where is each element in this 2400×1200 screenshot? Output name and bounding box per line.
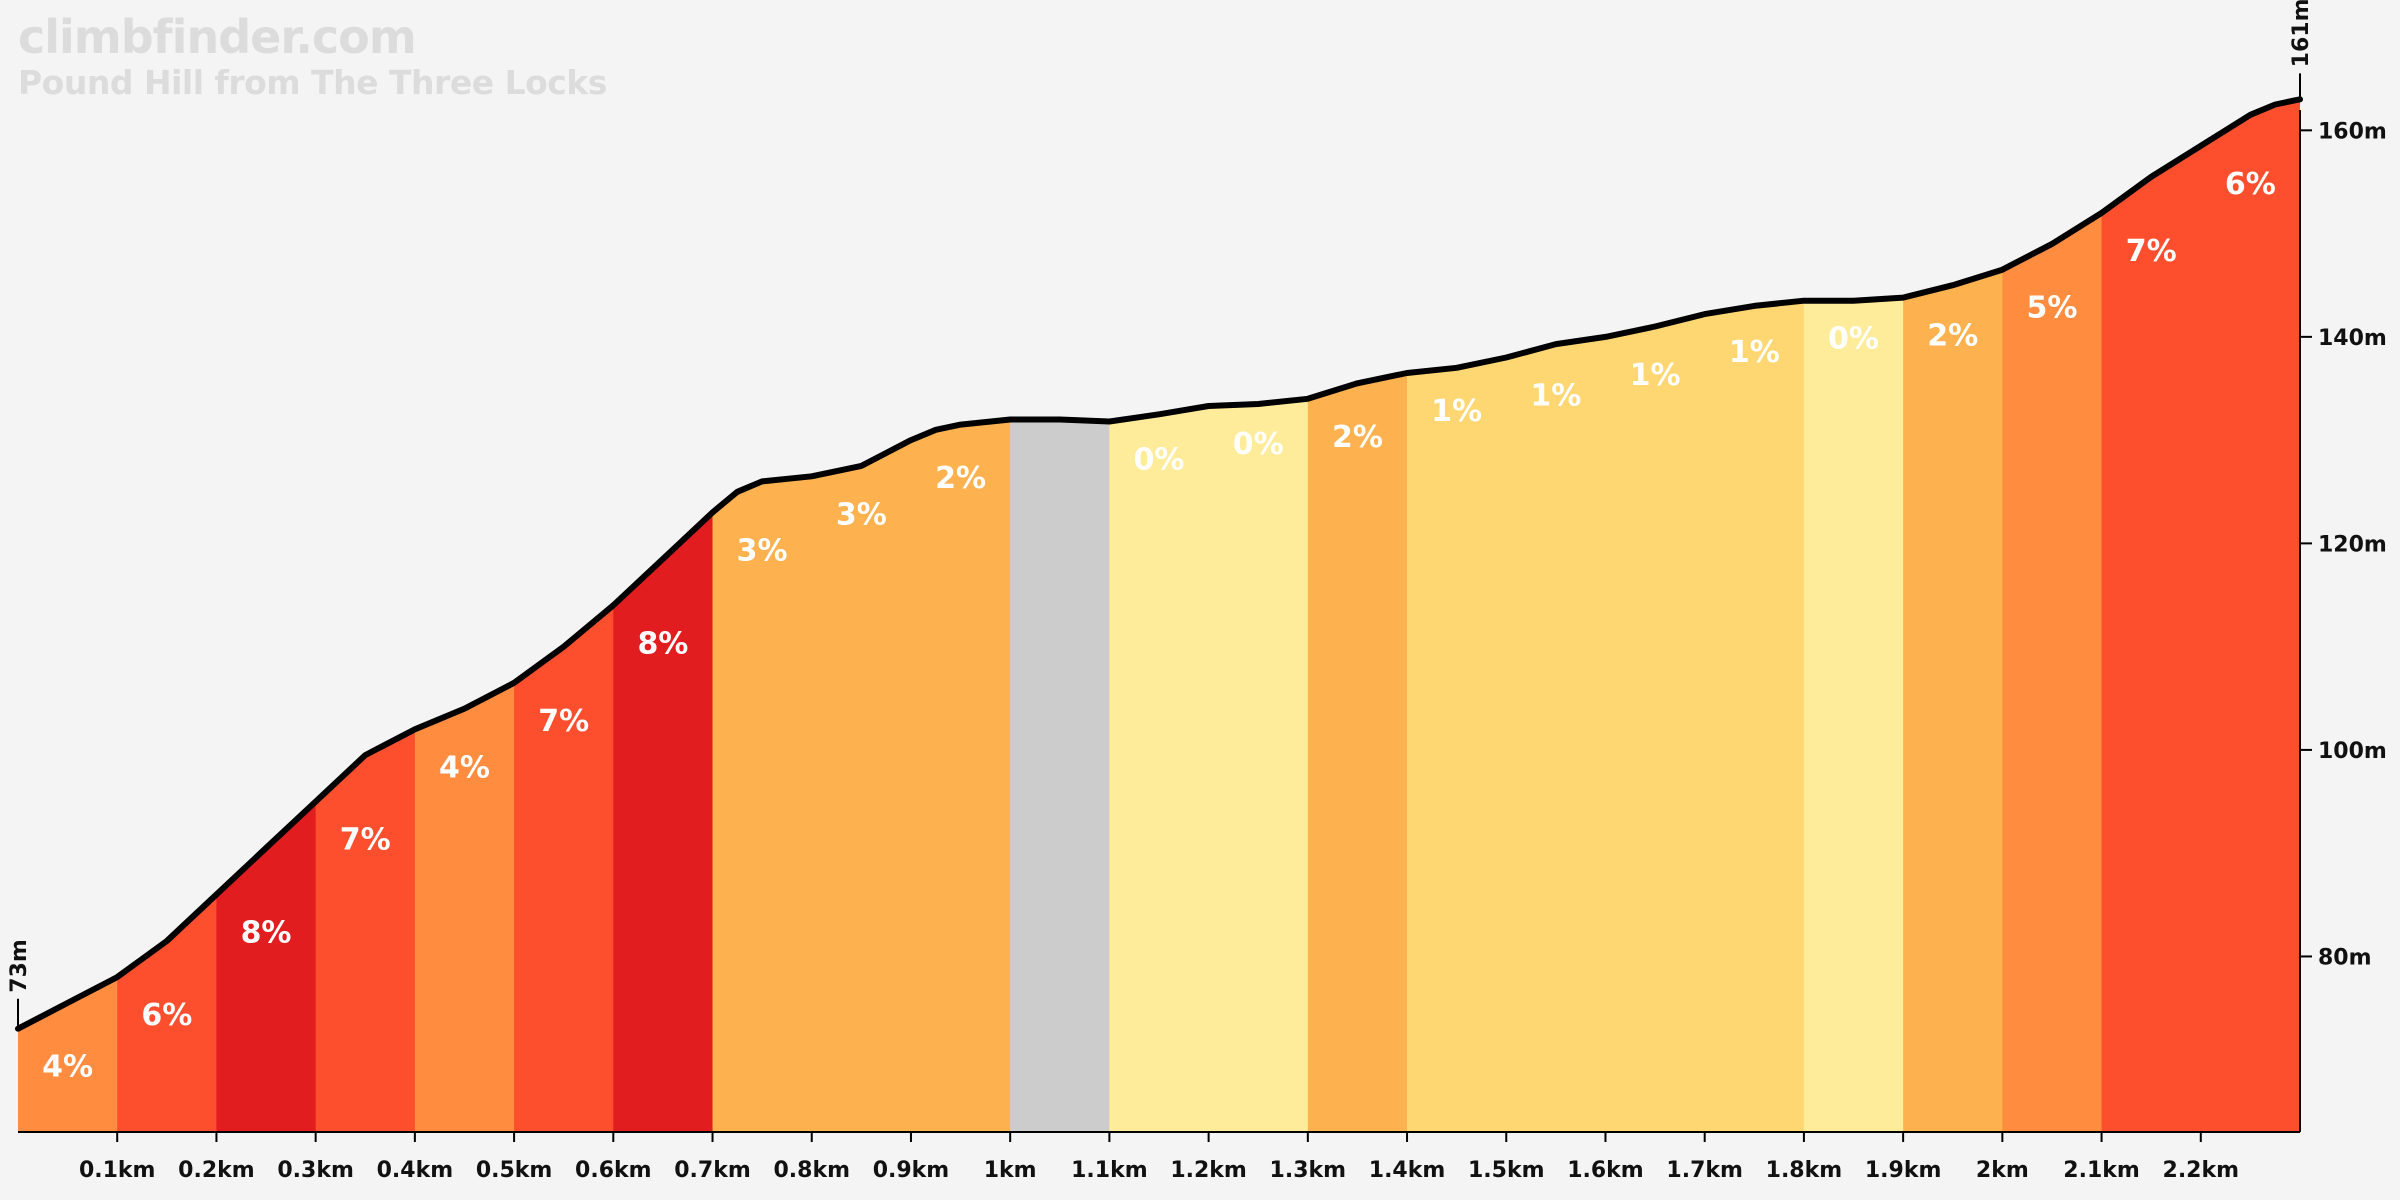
gradient-label-3: 8% [241, 915, 292, 950]
gradient-label-7: 8% [637, 626, 688, 661]
y-tick-label: 140m [2318, 326, 2387, 351]
x-tick-label: 1.9km [1865, 1158, 1942, 1183]
y-axis: 80m 100m 120m 140m 160m [2299, 110, 2387, 1132]
chart-title: Pound Hill from The Three Locks [18, 63, 607, 102]
x-tick-label: 0.5km [476, 1158, 553, 1183]
y-tick-label: 160m [2318, 119, 2387, 144]
x-axis: 0.1km 0.2km 0.3km 0.4km 0.5km 0.6km 0.7km 0.8km… [18, 1131, 2300, 1183]
gradient-segments [18, 99, 2300, 1132]
gradient-label-8: 3% [737, 533, 788, 568]
segment-band-19 [1803, 99, 1904, 1132]
segment-band-8 [712, 99, 813, 1132]
x-tick-label: 2km [1976, 1158, 2029, 1183]
x-tick-label: 0.9km [873, 1158, 950, 1183]
x-tick-label: 1.4km [1369, 1158, 1446, 1183]
segment-band-23 [2200, 99, 2300, 1132]
segment-band-21 [2002, 99, 2103, 1132]
x-tick-label: 0.2km [178, 1158, 255, 1183]
gradient-label-16: 1% [1530, 379, 1581, 414]
gradient-label-20: 2% [1927, 319, 1978, 354]
gradient-label-23: 6% [2225, 167, 2276, 202]
segment-band-3 [216, 99, 317, 1132]
x-tick-label: 0.7km [674, 1158, 751, 1183]
x-tick-label: 1.8km [1766, 1158, 1843, 1183]
gradient-label-22: 7% [2126, 234, 2177, 269]
segment-band-6 [514, 99, 614, 1132]
gradient-label-15: 1% [1431, 394, 1482, 429]
segment-band-9 [811, 99, 912, 1132]
x-tick-label: 1.5km [1468, 1158, 1545, 1183]
x-tick-label: 1km [984, 1158, 1037, 1183]
segment-band-7 [613, 99, 714, 1132]
segment-band-18 [1704, 99, 1805, 1132]
segment-band-22 [2101, 99, 2202, 1132]
segment-band-4 [315, 99, 416, 1132]
segment-band-2 [117, 99, 218, 1132]
x-tick-label: 1.1km [1071, 1158, 1148, 1183]
x-tick-label: 1.3km [1270, 1158, 1347, 1183]
x-tick-label: 1.2km [1170, 1158, 1247, 1183]
y-tick-label: 100m [2318, 739, 2387, 764]
gradient-label-9: 3% [836, 497, 887, 532]
y-tick-label: 80m [2318, 945, 2372, 970]
gradient-label-12: 0% [1134, 443, 1185, 478]
gradient-label-17: 1% [1630, 358, 1681, 393]
gradient-label-10: 2% [935, 461, 986, 496]
gradient-label-21: 5% [2026, 291, 2077, 326]
x-tick-label: 0.8km [773, 1158, 850, 1183]
gradient-label-14: 2% [1332, 420, 1383, 455]
segment-band-15 [1407, 99, 1507, 1132]
site-logo-text: climbfinder.com [18, 10, 417, 64]
segment-band-1 [18, 99, 118, 1132]
x-tick-label: 2.2km [2163, 1158, 2240, 1183]
segment-band-14 [1307, 99, 1408, 1132]
x-tick-label: 0.3km [277, 1158, 354, 1183]
segment-band-11 [1010, 99, 1110, 1132]
x-tick-label: 2.1km [2063, 1158, 2140, 1183]
gradient-labels: 4% 6% 8% 7% 4% 7% 8% 3% 3% 2% 0% 0% 2% 1% 1% 1% 1% 0% 2% 5%… [42, 167, 2276, 1085]
gradient-label-5: 4% [439, 750, 490, 785]
x-tick-label: 1.6km [1567, 1158, 1644, 1183]
x-tick-label: 1.7km [1666, 1158, 1743, 1183]
gradient-label-4: 7% [340, 823, 391, 858]
segment-band-10 [910, 99, 1011, 1132]
x-tick-label: 0.6km [575, 1158, 652, 1183]
segment-band-5 [414, 99, 515, 1132]
elevation-line [15, 96, 2303, 1032]
segment-band-17 [1605, 99, 1706, 1132]
gradient-label-1: 4% [42, 1050, 93, 1085]
segment-band-12 [1109, 99, 1210, 1132]
start-elevation-label: 73m [7, 939, 32, 993]
end-elevation-label: 161m [2289, 0, 2314, 67]
gradient-label-2: 6% [141, 998, 192, 1033]
segment-band-16 [1506, 99, 1607, 1132]
x-tick-label: 0.1km [79, 1158, 156, 1183]
y-tick-label: 120m [2318, 532, 2387, 557]
gradient-label-6: 7% [538, 704, 589, 739]
gradient-label-18: 1% [1729, 335, 1780, 370]
gradient-label-13: 0% [1233, 427, 1284, 462]
x-tick-label: 0.4km [377, 1158, 454, 1183]
segment-band-20 [1903, 99, 2003, 1132]
gradient-label-19: 0% [1828, 322, 1879, 357]
segment-band-13 [1208, 99, 1309, 1132]
